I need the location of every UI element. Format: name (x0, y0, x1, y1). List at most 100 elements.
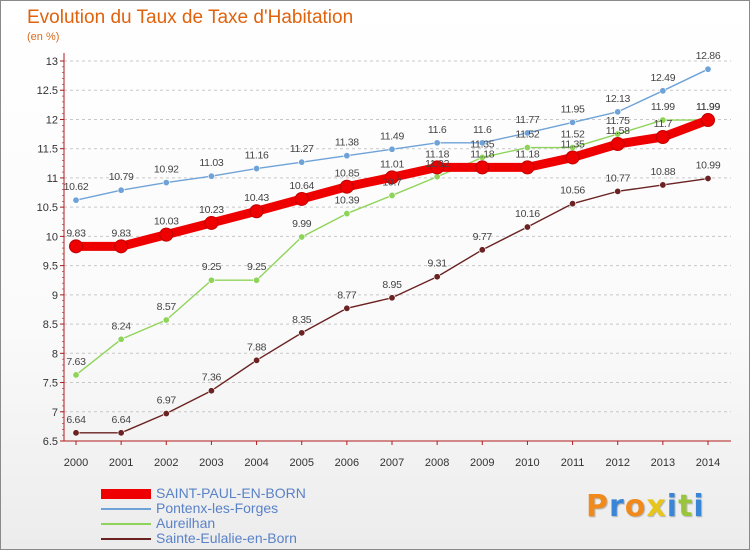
data-point (614, 187, 622, 195)
data-point (69, 239, 83, 254)
data-label: 10.39 (334, 195, 359, 207)
x-tick-label: 2012 (605, 457, 629, 469)
y-tick-label: 11.5 (37, 144, 58, 156)
y-tick-label: 11 (47, 173, 58, 185)
data-label: 10.85 (334, 168, 359, 180)
data-label: 11.6 (428, 124, 447, 136)
data-point (117, 186, 125, 194)
data-label: 6.64 (112, 414, 132, 426)
data-label: 11.52 (515, 129, 539, 141)
data-label: 11.18 (425, 148, 449, 160)
data-label: 11.95 (561, 103, 585, 115)
data-label: 11.99 (696, 101, 720, 113)
data-label: 10.56 (560, 185, 585, 197)
y-tick-label: 10 (46, 231, 58, 243)
data-point (162, 410, 170, 418)
legend-swatch-pontenx (101, 508, 151, 510)
data-label: 11.01 (380, 158, 404, 170)
y-unit-label: (en %) (27, 31, 60, 43)
data-label: 10.64 (289, 180, 314, 192)
data-point (475, 160, 490, 175)
data-point (433, 139, 441, 147)
data-label: 10.88 (650, 166, 675, 178)
logo-letter: x (646, 489, 667, 524)
x-tick-label: 2014 (696, 457, 720, 469)
data-label: 9.99 (292, 218, 312, 230)
logo-letter: t (678, 489, 694, 524)
x-tick-label: 2005 (289, 457, 313, 469)
logo-letter: i (693, 489, 705, 524)
data-point (343, 210, 351, 218)
data-point (701, 113, 715, 128)
legend-swatch-sainte-eulalie (101, 538, 151, 540)
data-label: 9.77 (473, 231, 493, 243)
data-point (388, 145, 396, 153)
data-point (433, 273, 441, 281)
data-point (162, 316, 170, 324)
data-point (253, 356, 261, 364)
legend-label-aureilhan: Aureilhan (156, 515, 216, 531)
data-label: 11.18 (515, 148, 539, 160)
data-label: 11.02 (425, 158, 449, 170)
data-point (114, 239, 129, 254)
data-point (294, 191, 309, 206)
data-point (339, 179, 354, 194)
data-point (298, 158, 306, 166)
data-point (523, 144, 531, 152)
data-label: 11.6 (473, 124, 492, 136)
data-label: 8.95 (382, 279, 402, 291)
data-point (253, 276, 261, 284)
x-tick-label: 2011 (561, 457, 585, 469)
data-point (659, 87, 667, 95)
data-label: 11.38 (335, 137, 359, 149)
data-point (159, 227, 174, 242)
data-label: 11.16 (245, 150, 269, 162)
y-tick-label: 12 (46, 114, 58, 126)
data-point (385, 170, 399, 185)
data-point (298, 233, 306, 241)
data-label: 10.62 (64, 181, 89, 193)
data-point (72, 429, 80, 437)
logo-letter: r (609, 489, 625, 524)
logo-letter: o (624, 489, 647, 524)
data-label: 11.52 (561, 129, 585, 141)
x-tick-label: 2001 (109, 457, 133, 469)
data-label: 9.83 (66, 227, 86, 239)
data-point (72, 196, 80, 204)
data-label: 11.35 (470, 138, 494, 150)
data-point (704, 65, 712, 73)
data-label: 10.7 (382, 176, 402, 188)
y-tick-label: 9.5 (43, 261, 58, 273)
data-label: 6.97 (157, 395, 177, 407)
data-label: 7.88 (247, 341, 267, 353)
data-point (207, 276, 215, 284)
data-point (655, 130, 670, 144)
data-label: 8.35 (292, 314, 312, 326)
data-label: 11.35 (561, 138, 585, 150)
proxiti-logo: Proxiti (586, 489, 705, 524)
data-label: 8.57 (157, 301, 177, 313)
x-tick-label: 2004 (244, 457, 268, 469)
data-point (343, 304, 351, 312)
data-label: 11.99 (651, 101, 675, 113)
x-tick-label: 2009 (470, 457, 494, 469)
data-point (430, 160, 445, 175)
data-point (520, 160, 535, 175)
legend-swatch-saint-paul (101, 489, 151, 499)
data-point (704, 175, 712, 183)
data-point (614, 108, 622, 116)
data-label: 11.75 (606, 115, 630, 127)
data-label: 9.83 (112, 227, 132, 239)
data-point (388, 191, 396, 199)
y-tick-label: 6.5 (43, 436, 58, 448)
y-tick-label: 9 (52, 290, 58, 302)
data-label: 8.77 (337, 289, 357, 301)
data-label: 11.99 (696, 101, 720, 113)
data-label: 7.36 (202, 372, 222, 384)
legend-label-pontenx: Pontenx-les-Forges (156, 500, 279, 516)
y-tick-label: 13 (46, 56, 58, 68)
data-point (117, 335, 125, 343)
data-point (478, 246, 486, 254)
data-label: 7.63 (66, 356, 86, 368)
